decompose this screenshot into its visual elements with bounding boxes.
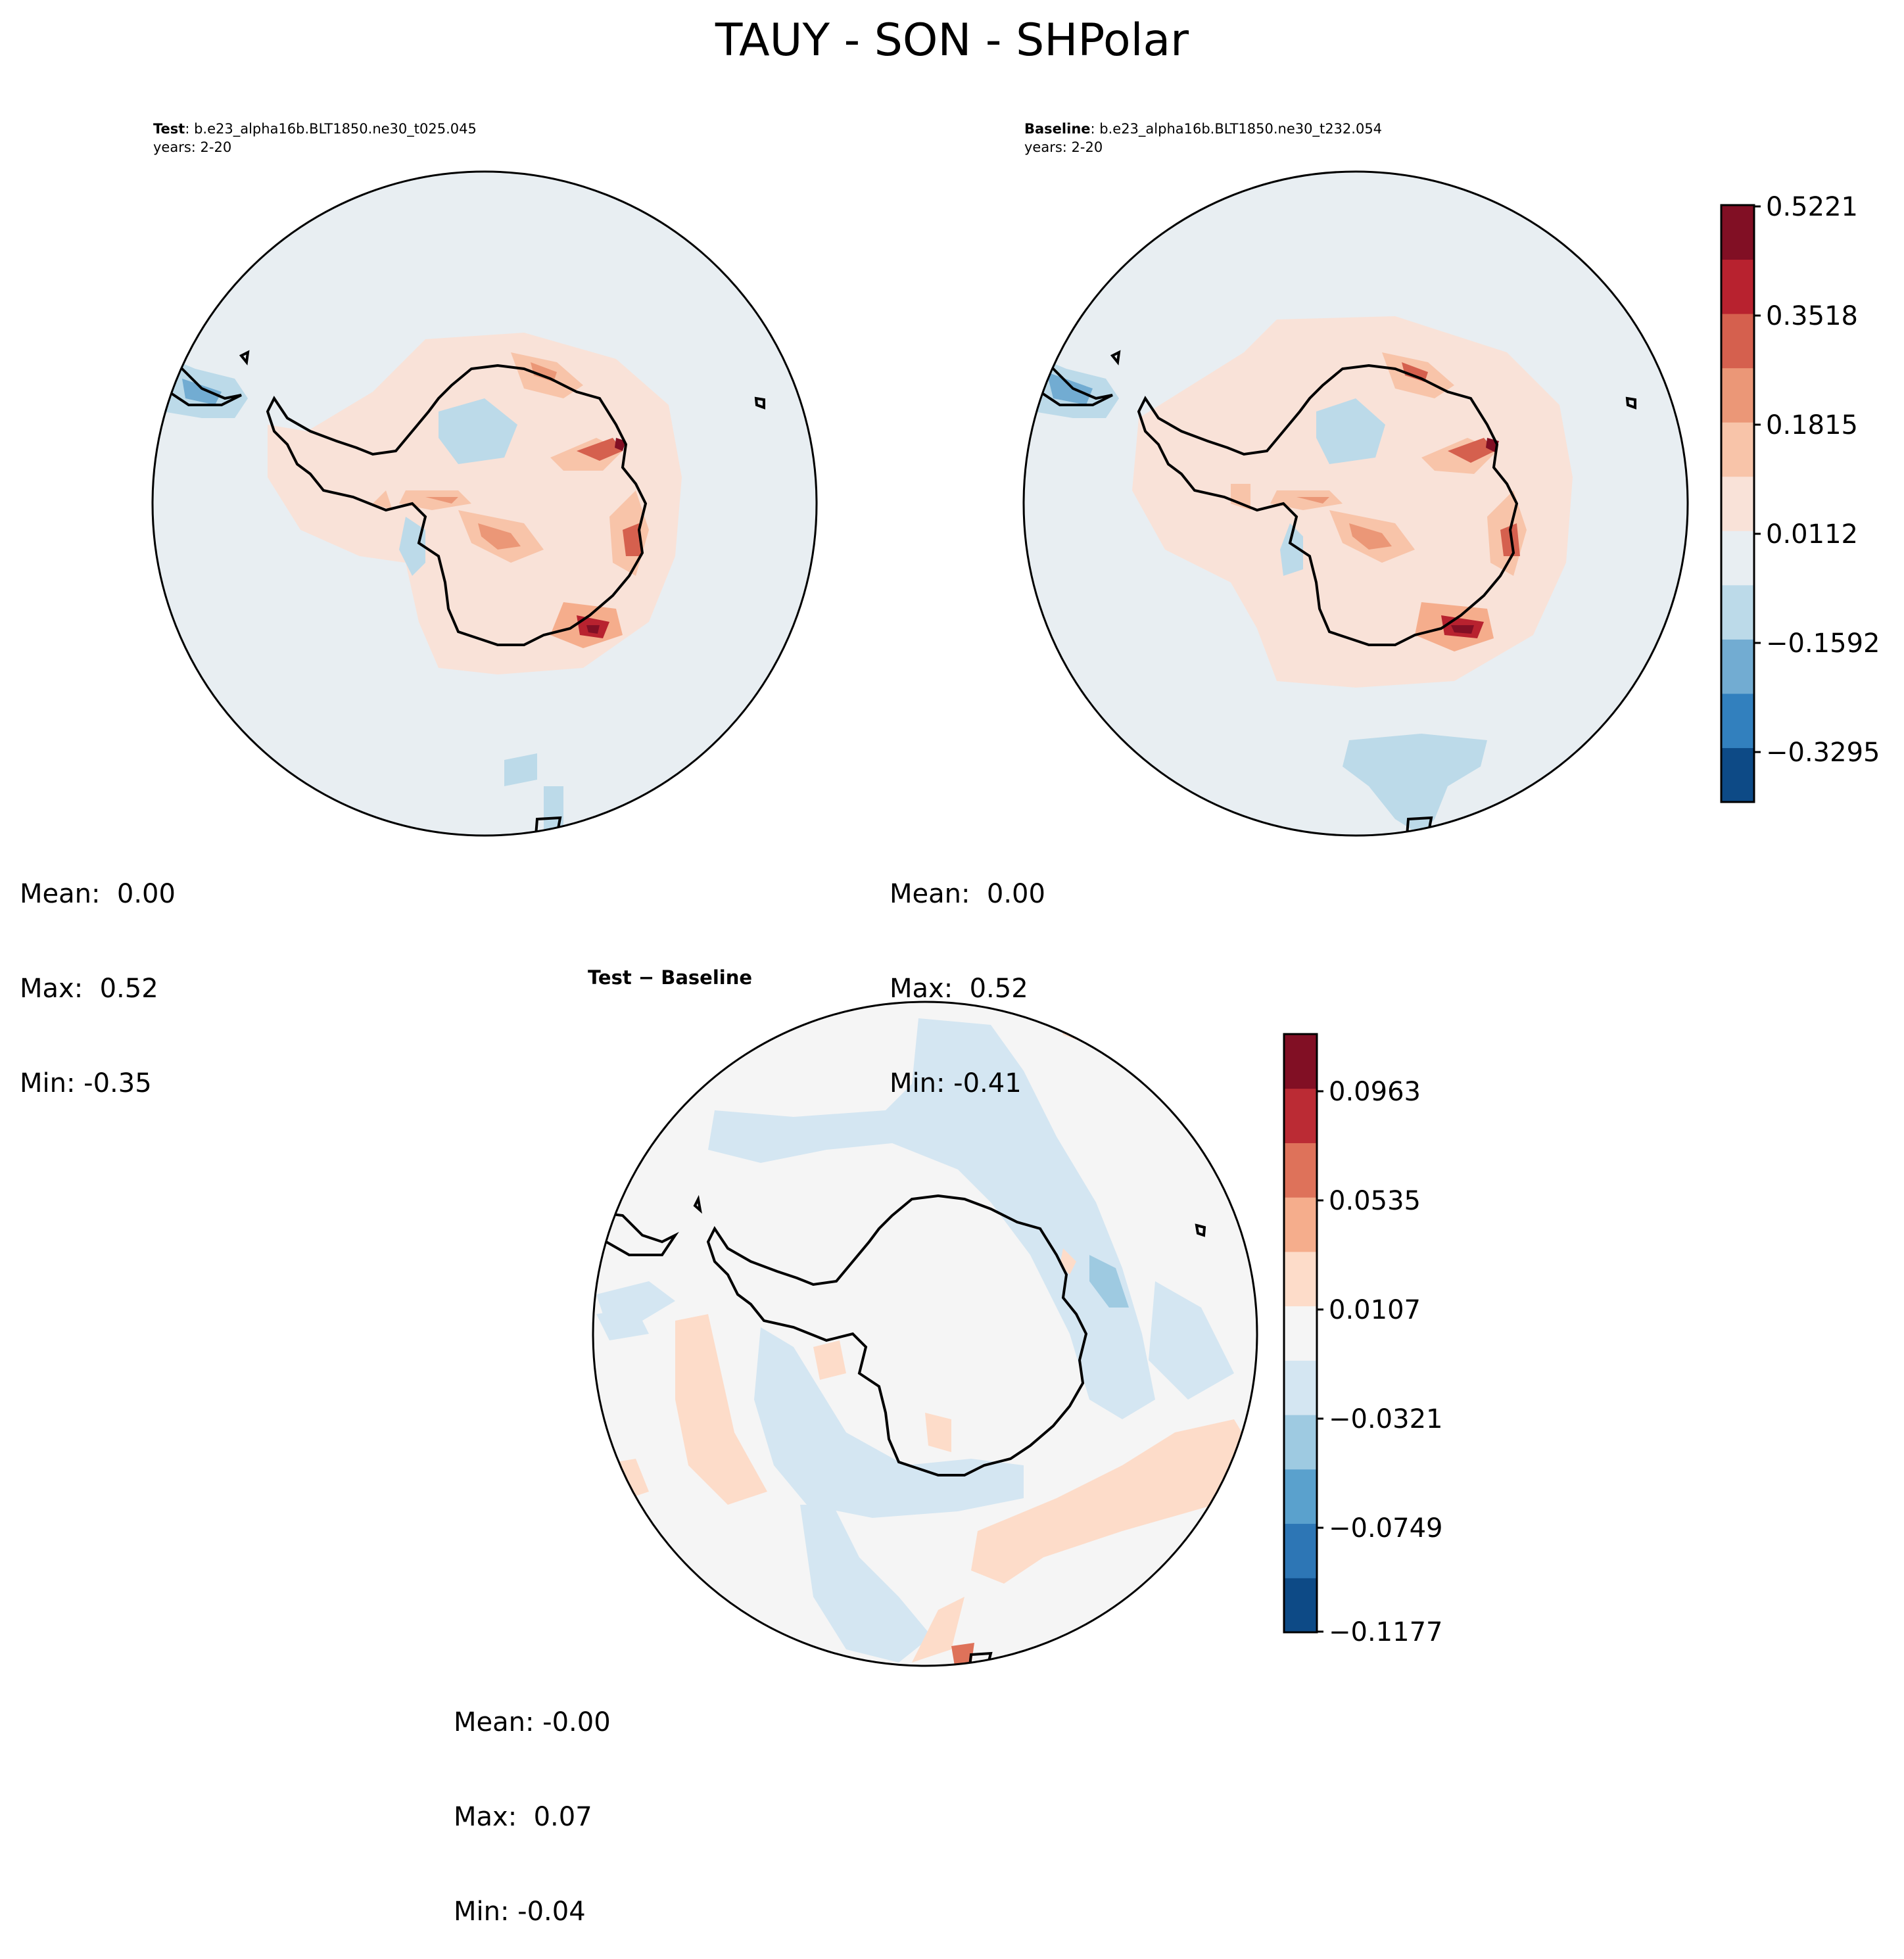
baseline-label: Baseline: [1024, 121, 1091, 137]
diff-min: Min: -0.04: [454, 1897, 586, 1927]
test-min: Min: -0.35: [20, 1068, 152, 1098]
diff-colorbar-segment: [1284, 1034, 1317, 1089]
diff-colorbar-segment: [1284, 1360, 1317, 1415]
diff-colorbar-segment: [1284, 1306, 1317, 1361]
diff-colorbar-segment: [1284, 1469, 1317, 1524]
test-stats: Mean: 0.00 Max: 0.52 Min: -0.35: [20, 815, 176, 1131]
test-map-field: [153, 333, 765, 836]
test-map: [151, 170, 818, 837]
main-colorbar-segment: [1721, 476, 1754, 531]
diff-map-field: [594, 1018, 1254, 1666]
main-colorbar: 0.5221 0.3518 0.1815 0.0112 −0.1592 −0.3295: [1720, 192, 1880, 803]
main-colorbar-segment: [1721, 367, 1754, 423]
test-years: years: 2-20: [153, 139, 232, 155]
main-colorbar-tick-label: 0.3518: [1766, 301, 1858, 331]
test-mean: Mean: 0.00: [20, 879, 176, 909]
main-colorbar-segment: [1721, 531, 1754, 586]
diff-colorbar-segment: [1284, 1251, 1317, 1307]
main-colorbar-tick-label: 0.5221: [1766, 192, 1858, 222]
diff-colorbar-segment: [1284, 1088, 1317, 1143]
baseline-case-name: : b.e23_alpha16b.BLT1850.ne30_t232.054: [1090, 121, 1383, 137]
baseline-max: Max: 0.52: [890, 974, 1028, 1004]
diff-colorbar-frame: [1283, 1033, 1318, 1634]
diff-colorbar-segment: [1284, 1523, 1317, 1578]
main-colorbar-segment: [1721, 639, 1754, 694]
main-colorbar-tick-label: 0.1815: [1766, 410, 1858, 440]
baseline-map: [1022, 170, 1689, 837]
diff-colorbar-segment: [1284, 1197, 1317, 1252]
diff-map: [592, 1001, 1258, 1667]
main-colorbar-segment: [1721, 747, 1754, 803]
diff-stats: Mean: -0.00 Max: 0.07 Min: -0.04: [454, 1643, 611, 1959]
main-colorbar-segment: [1721, 422, 1754, 477]
diff-max: Max: 0.07: [454, 1802, 592, 1832]
figure-canvas: 0.5221 0.3518 0.1815 0.0112 −0.1592 −0.3295 0…: [151, 170, 1880, 1667]
main-colorbar-segment: [1721, 205, 1754, 260]
diff-mean: Mean: -0.00: [454, 1707, 611, 1737]
diff-colorbar-segment: [1284, 1578, 1317, 1633]
test-case-name: : b.e23_alpha16b.BLT1850.ne30_t025.045: [185, 121, 477, 137]
baseline-mean: Mean: 0.00: [890, 879, 1045, 909]
diff-colorbar-tick-label: −0.0749: [1329, 1513, 1442, 1544]
main-colorbar-segment: [1721, 314, 1754, 369]
main-colorbar-tick-label: −0.1592: [1766, 628, 1880, 659]
test-map-boundary: [151, 170, 818, 837]
baseline-subtitle: Baseline: b.e23_alpha16b.BLT1850.ne30_t2…: [1024, 120, 1382, 156]
main-colorbar-tick-label: 0.0112: [1766, 519, 1858, 550]
test-label: Test: [153, 121, 185, 137]
main-colorbar-tick-label: −0.3295: [1766, 738, 1880, 768]
diff-colorbar-tick-label: 0.0535: [1329, 1186, 1421, 1216]
main-colorbar-segment: [1721, 693, 1754, 748]
diff-colorbar-tick-label: −0.0321: [1329, 1404, 1442, 1434]
diff-colorbar-tick-label: −0.1177: [1329, 1617, 1442, 1647]
diff-map-boundary: [592, 1001, 1258, 1667]
diff-colorbar-segment: [1284, 1143, 1317, 1198]
baseline-map-boundary: [1022, 170, 1689, 837]
figure-title: TAUY - SON - SHPolar: [715, 14, 1189, 66]
baseline-stats: Mean: 0.00 Max: 0.52 Min: -0.41: [890, 815, 1045, 1131]
test-subtitle: Test: b.e23_alpha16b.BLT1850.ne30_t025.0…: [153, 120, 477, 156]
diff-colorbar-tick-label: 0.0107: [1329, 1295, 1421, 1325]
diff-title: Test − Baseline: [588, 966, 753, 989]
baseline-map-field: [1024, 316, 1636, 836]
main-colorbar-segment: [1721, 259, 1754, 314]
baseline-min: Min: -0.41: [890, 1068, 1022, 1098]
diff-colorbar-tick-label: 0.0963: [1329, 1077, 1421, 1107]
main-colorbar-segment: [1721, 584, 1754, 640]
diff-colorbar: 0.0963 0.0535 0.0107 −0.0321 −0.0749 −0.1177: [1283, 1033, 1442, 1647]
main-colorbar-frame: [1720, 204, 1755, 803]
test-max: Max: 0.52: [20, 974, 158, 1004]
baseline-years: years: 2-20: [1024, 139, 1103, 155]
diff-colorbar-segment: [1284, 1415, 1317, 1470]
